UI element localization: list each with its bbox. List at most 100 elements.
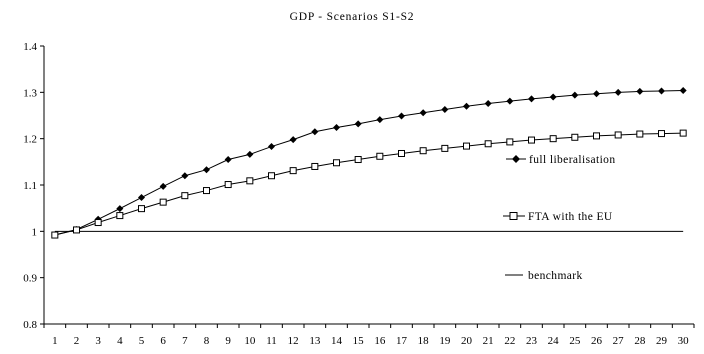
point-fta-with-the-eu	[159, 198, 167, 206]
y-tick-label: 1.1	[23, 180, 37, 192]
point-fta-with-the-eu	[658, 130, 665, 138]
legend-marker-square-icon	[509, 212, 518, 220]
x-tick-label: 21	[483, 335, 494, 347]
x-tick-label: 24	[548, 335, 560, 347]
point-fta-with-the-eu	[354, 156, 362, 164]
point-fta-with-the-eu	[246, 177, 254, 185]
x-tick-label: 4	[117, 335, 123, 347]
point-full-liberalisation	[311, 128, 319, 136]
point-full-liberalisation	[506, 97, 514, 105]
point-full-liberalisation	[333, 124, 340, 132]
point-full-liberalisation	[658, 87, 665, 95]
point-fta-with-the-eu	[528, 136, 535, 144]
point-full-liberalisation	[528, 95, 535, 103]
x-tick-label: 14	[331, 335, 343, 347]
point-fta-with-the-eu	[138, 205, 145, 213]
x-tick-label: 10	[244, 335, 256, 347]
y-tick-label: 1.2	[23, 134, 37, 146]
x-tick-label: 25	[569, 335, 581, 347]
point-fta-with-the-eu	[506, 138, 514, 146]
legend: full liberalisation FTA with the EU benc…	[503, 154, 615, 282]
y-axis-ticks: 0.8 0.9 1 1.1 1.2 1.3 1.4	[23, 41, 44, 331]
point-full-liberalisation	[614, 88, 622, 96]
point-full-liberalisation	[224, 156, 232, 164]
point-fta-with-the-eu	[636, 130, 644, 138]
y-tick-label: 0.9	[23, 273, 37, 285]
axes	[43, 46, 694, 325]
x-tick-label: 23	[526, 335, 538, 347]
x-tick-label: 5	[139, 335, 145, 347]
point-fta-with-the-eu	[224, 181, 232, 189]
x-tick-label: 28	[634, 335, 646, 347]
point-full-liberalisation	[679, 86, 687, 94]
point-fta-with-the-eu	[116, 212, 124, 220]
point-fta-with-the-eu	[463, 142, 470, 150]
series-line-full-liberalisation	[54, 89, 684, 236]
x-tick-label: 11	[266, 335, 277, 347]
point-fta-with-the-eu	[593, 132, 600, 140]
y-tick-label: 1	[32, 226, 38, 238]
point-full-liberalisation	[398, 112, 405, 120]
point-fta-with-the-eu	[333, 159, 340, 167]
point-fta-with-the-eu	[268, 172, 275, 180]
series-line-fta-with-the-eu	[54, 132, 684, 236]
point-full-liberalisation	[159, 182, 167, 190]
point-fta-with-the-eu	[679, 129, 687, 137]
x-tick-label: 15	[353, 335, 365, 347]
x-tick-label: 6	[160, 335, 166, 347]
point-full-liberalisation	[419, 109, 427, 117]
point-full-liberalisation	[116, 205, 124, 213]
point-full-liberalisation	[549, 93, 557, 101]
x-tick-label: 13	[309, 335, 321, 347]
point-fta-with-the-eu	[203, 187, 210, 195]
point-fta-with-the-eu	[419, 147, 427, 155]
point-full-liberalisation	[484, 99, 492, 107]
point-fta-with-the-eu	[398, 149, 405, 157]
point-fta-with-the-eu	[376, 152, 384, 160]
point-fta-with-the-eu	[441, 144, 449, 152]
x-tick-label: 19	[439, 335, 451, 347]
series-markers	[51, 86, 687, 239]
point-full-liberalisation	[376, 116, 384, 124]
y-tick-label: 1.4	[23, 41, 37, 53]
point-fta-with-the-eu	[484, 140, 492, 148]
x-axis-ticks: 1 2 3 4 5 6 7 8 9 10 11 12 13 14 15 16 17 18 19 20 21 22 23 24 2…	[43, 324, 695, 347]
point-full-liberalisation	[203, 166, 210, 174]
x-tick-label: 30	[678, 335, 690, 347]
x-tick-label: 3	[95, 335, 101, 347]
point-full-liberalisation	[268, 143, 275, 151]
x-tick-label: 16	[374, 335, 386, 347]
point-fta-with-the-eu	[311, 162, 319, 170]
legend-label-fta-with-the-eu: FTA with the EU	[528, 211, 613, 223]
point-fta-with-the-eu	[51, 231, 59, 239]
y-tick-label: 1.3	[23, 87, 37, 99]
point-fta-with-the-eu	[614, 131, 622, 139]
x-tick-label: 9	[225, 335, 231, 347]
legend-item-fta-with-the-eu: FTA with the EU	[503, 211, 613, 223]
x-tick-label: 22	[504, 335, 515, 347]
point-full-liberalisation	[289, 136, 297, 144]
point-full-liberalisation	[441, 105, 449, 113]
point-full-liberalisation	[138, 194, 145, 202]
legend-label-benchmark: benchmark	[528, 270, 583, 282]
x-tick-label: 29	[656, 335, 668, 347]
x-tick-label: 7	[182, 335, 188, 347]
series-lines	[54, 89, 684, 236]
point-fta-with-the-eu	[549, 135, 557, 143]
point-full-liberalisation	[593, 90, 600, 98]
point-fta-with-the-eu	[571, 133, 579, 141]
x-tick-label: 18	[418, 335, 430, 347]
y-tick-label: 0.8	[23, 319, 37, 331]
x-tick-label: 17	[396, 335, 408, 347]
point-full-liberalisation	[246, 150, 254, 158]
legend-item-benchmark: benchmark	[505, 270, 583, 282]
point-full-liberalisation	[463, 102, 470, 110]
legend-label-full-liberalisation: full liberalisation	[529, 154, 615, 166]
x-tick-label: 20	[461, 335, 473, 347]
point-full-liberalisation	[636, 87, 644, 95]
point-fta-with-the-eu	[181, 192, 189, 200]
x-tick-label: 2	[74, 335, 80, 347]
legend-item-full-liberalisation: full liberalisation	[506, 154, 615, 166]
chart-title: GDP - Scenarios S1-S2	[290, 11, 415, 23]
